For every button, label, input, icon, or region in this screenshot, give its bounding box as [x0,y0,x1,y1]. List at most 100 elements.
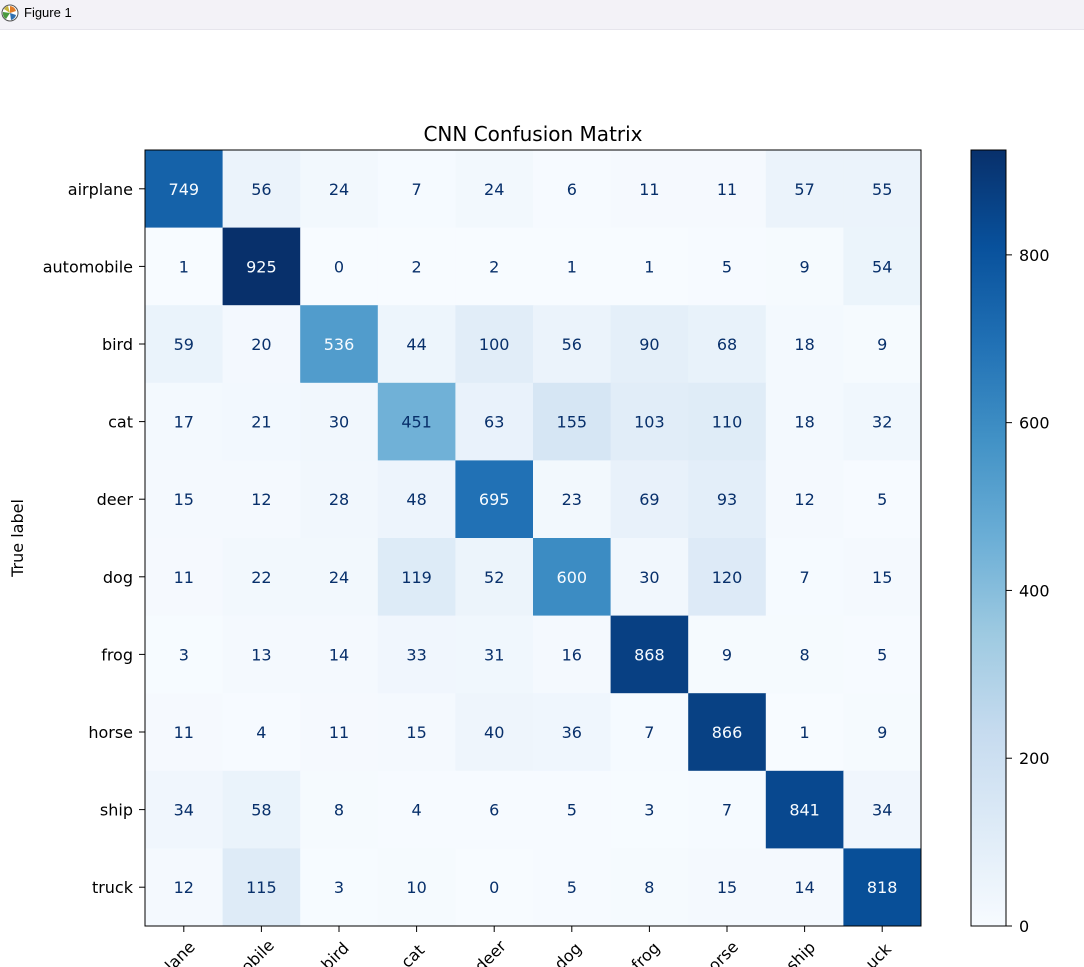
colorbar-tick-label: 0 [1019,917,1029,936]
colorbar [970,149,1007,927]
cell-value: 3 [334,878,344,897]
matrix-cell [688,770,767,849]
matrix-cell [455,305,534,384]
matrix-cell [688,227,767,306]
cell-value: 8 [644,878,654,897]
matrix-cell [145,150,224,229]
matrix-cell [300,693,379,772]
colorbar-tick-label: 400 [1019,581,1050,600]
matrix-cell [610,305,689,384]
x-tick-label: dog [551,939,586,967]
cell-value: 90 [639,335,659,354]
matrix-cell [765,227,844,306]
cell-value: 155 [557,413,588,432]
matrix-cell [455,227,534,306]
x-tick-label: ship [782,938,819,967]
matrix-cell [300,615,379,694]
cell-value: 15 [717,878,737,897]
cell-value: 12 [251,490,271,509]
cell-value: 4 [412,801,422,820]
cell-value: 100 [479,335,510,354]
cell-value: 24 [329,568,349,587]
cell-value: 600 [557,568,588,587]
matrix-cell [688,382,767,461]
cell-value: 7 [644,723,654,742]
cell-value: 36 [562,723,582,742]
cell-value: 18 [794,335,814,354]
cell-value: 9 [877,723,887,742]
cell-value: 1 [800,723,810,742]
matrix-cell [300,770,379,849]
x-tick-label: obile [237,936,278,967]
cell-value: 30 [639,568,659,587]
cell-value: 28 [329,490,349,509]
y-tick-label: dog [103,568,133,587]
cell-value: 24 [329,180,349,199]
y-axis-label: True label [8,499,27,578]
x-tick-label: uck [862,939,896,967]
matrix-cell [455,693,534,772]
axes-frame [144,149,922,927]
cell-value: 119 [401,568,432,587]
y-axis-ticks: airplane automobile bird cat deer dog frog hors… [43,180,145,897]
matrix-cell [610,150,689,229]
matrix-cell [610,848,689,927]
cell-value: 24 [484,180,504,199]
cell-value: 52 [484,568,504,587]
matrix-cell [533,382,612,461]
cell-value: 7 [800,568,810,587]
matrix-cell [145,538,224,617]
cell-value: 17 [174,413,194,432]
cell-value: 3 [179,645,189,664]
cell-value: 536 [324,335,355,354]
matrix-cell [688,615,767,694]
cell-value: 55 [872,180,892,199]
matrix-cell [688,305,767,384]
cell-value: 841 [789,801,820,820]
cell-value: 16 [562,645,582,664]
matrix-cell [455,150,534,229]
cell-value: 818 [867,878,898,897]
matrix-cell [533,460,612,539]
cell-value: 868 [634,645,665,664]
matrix-cell [455,538,534,617]
cell-value: 115 [246,878,277,897]
matrix-cell [377,150,456,229]
cell-value: 7 [722,801,732,820]
matplotlib-icon [1,4,19,22]
matrix-cell [688,460,767,539]
cell-value: 33 [406,645,426,664]
matrix-cell [377,382,456,461]
matrix-cell [300,382,379,461]
matrix-cell [533,538,612,617]
matrix-cell [688,693,767,772]
cell-value: 48 [406,490,426,509]
cell-value: 57 [794,180,814,199]
cell-value: 11 [174,568,194,587]
cell-value: 20 [251,335,271,354]
cell-value: 695 [479,490,510,509]
cell-value: 4 [256,723,266,742]
matrix-cell [843,460,922,539]
matrix-cell [145,227,224,306]
matrix-cell [145,615,224,694]
y-tick-label: cat [108,413,133,432]
matrix-cell [377,538,456,617]
cell-value: 749 [169,180,200,199]
cell-value: 2 [489,257,499,276]
cell-value: 103 [634,413,665,432]
colorbar-tick-label: 600 [1019,414,1050,433]
colorbar-ticks: 0 200 400 600 800 [1006,246,1050,936]
cell-value: 2 [412,257,422,276]
y-tick-label: ship [100,801,133,820]
matrix-cell [843,305,922,384]
matrix-cell [222,382,301,461]
cell-value: 866 [712,723,743,742]
matrix-cell [843,770,922,849]
cell-value: 54 [872,257,892,276]
matrix-cell [610,227,689,306]
y-tick-label: horse [88,723,133,742]
matrix-cell [455,770,534,849]
cell-value: 8 [334,801,344,820]
